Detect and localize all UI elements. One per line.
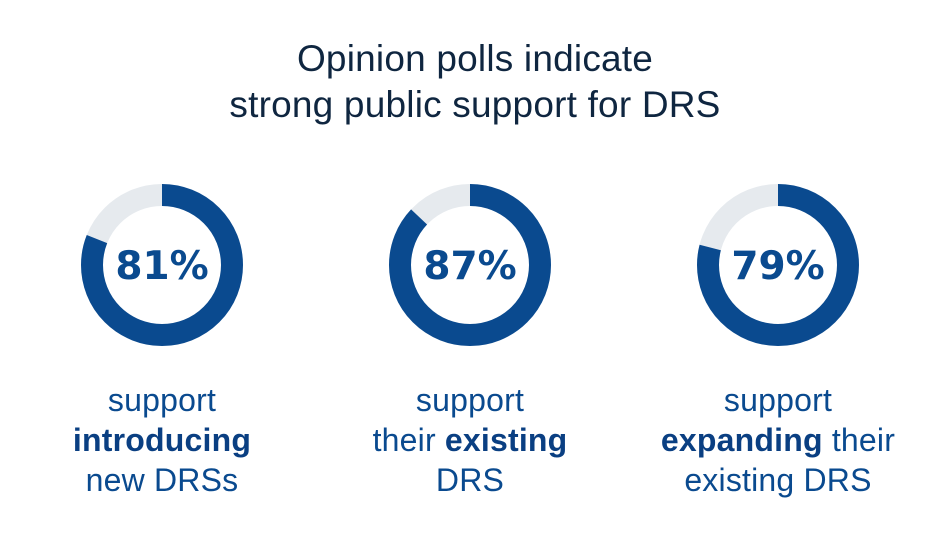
- donut-label-existing: 87%: [423, 244, 516, 289]
- donut-ring-expanding: [697, 184, 859, 346]
- caption-expanding: support expanding their existing DRS: [628, 380, 928, 500]
- caption-existing: support their existing DRS: [320, 380, 620, 500]
- donut-chart-expanding: 79%: [697, 184, 859, 346]
- caption-line-3: existing DRS: [684, 462, 872, 498]
- caption-line-2: expanding their: [628, 420, 928, 460]
- caption-line-2: introducing: [12, 420, 312, 460]
- stat-existing: 87% support their existing DRS: [320, 182, 620, 500]
- caption-emphasis: existing: [444, 422, 568, 458]
- caption-line-2: their existing: [320, 420, 620, 460]
- caption-prefix: their: [372, 422, 445, 458]
- donut-ring-existing: [389, 184, 551, 346]
- donut-label-introducing: 81%: [115, 244, 208, 289]
- caption-line-1: support: [415, 382, 525, 418]
- caption-line-1: support: [723, 382, 833, 418]
- donut-ring-introducing: [81, 184, 243, 346]
- stat-expanding: 79% support expanding their existing DRS: [628, 182, 928, 500]
- caption-line-3: new DRSs: [85, 462, 239, 498]
- caption-emphasis: introducing: [72, 422, 252, 458]
- donut-label-expanding: 79%: [731, 244, 824, 289]
- caption-introducing: support introducing new DRSs: [12, 380, 312, 500]
- caption-line-1: support: [107, 382, 217, 418]
- donut-chart-introducing: 81%: [81, 184, 243, 346]
- caption-emphasis: expanding: [660, 422, 823, 458]
- title-line-1: Opinion polls indicate: [296, 38, 654, 79]
- caption-suffix: their: [822, 422, 896, 458]
- stat-introducing: 81% support introducing new DRSs: [12, 182, 312, 500]
- caption-line-3: DRS: [435, 462, 505, 498]
- page-title: Opinion polls indicate strong public sup…: [0, 36, 950, 128]
- donut-chart-existing: 87%: [389, 184, 551, 346]
- title-line-2: strong public support for DRS: [229, 84, 721, 125]
